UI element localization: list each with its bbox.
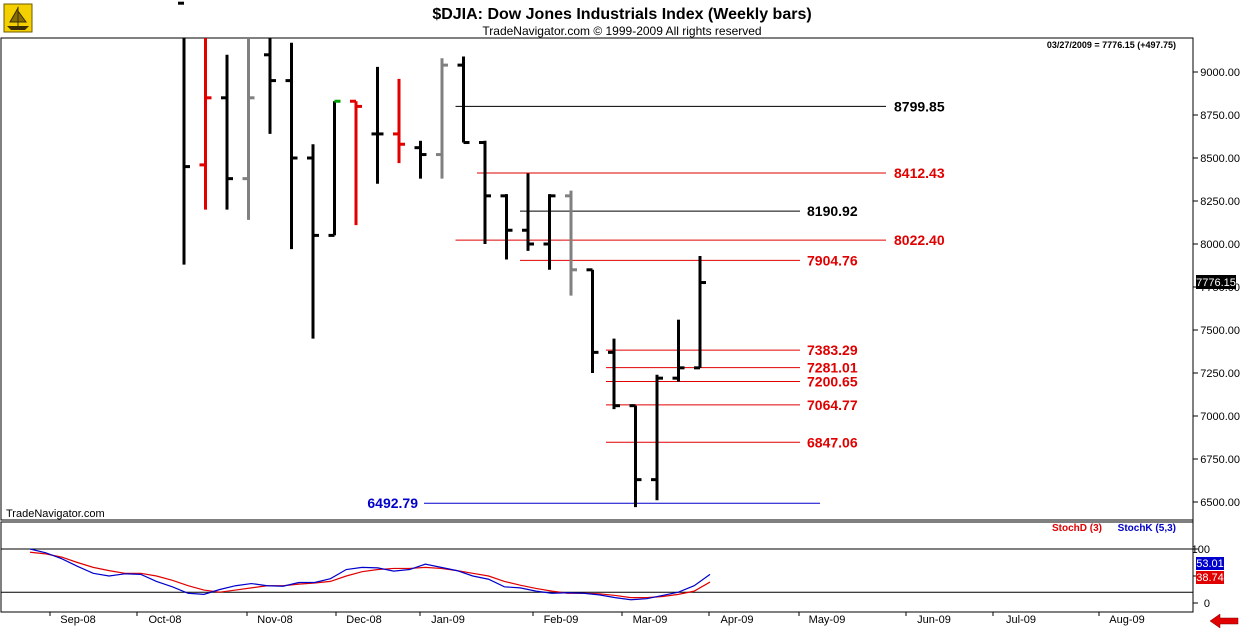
ohlc-bar xyxy=(672,319,685,382)
ohlc-bar xyxy=(178,1,190,265)
stoch-k-line xyxy=(29,548,711,601)
ohlc-bar xyxy=(328,99,341,237)
ohlc-bar xyxy=(608,338,620,410)
price-tick-label: 8250.00 xyxy=(1200,196,1240,208)
ohlc-bar xyxy=(651,374,663,501)
level-label: 7281.01 xyxy=(807,360,858,376)
sailboat-logo-icon xyxy=(3,3,33,33)
price-bars xyxy=(178,1,706,508)
price-tick-label: 8750.00 xyxy=(1200,110,1240,122)
stoch-tick-label: 100 xyxy=(1192,544,1210,556)
ohlc-bar xyxy=(242,38,255,220)
stoch-tick-label: 0 xyxy=(1204,598,1210,610)
ohlc-bar xyxy=(543,194,556,270)
price-tick-label: 7500.00 xyxy=(1200,325,1240,337)
price-tick-label: 6750.00 xyxy=(1200,454,1240,466)
ohlc-bar xyxy=(629,404,642,508)
x-tick-label: Oct-08 xyxy=(148,614,181,626)
price-tick-label: 8500.00 xyxy=(1200,153,1240,165)
x-tick-label: Apr-09 xyxy=(720,614,753,626)
last-bar-info: 03/27/2009 = 7776.15 (+497.75) xyxy=(1047,40,1176,50)
watermark-text: TradeNavigator.com xyxy=(6,508,105,520)
price-tick-label: 8000.00 xyxy=(1200,239,1240,251)
x-tick-label: Nov-08 xyxy=(257,614,292,626)
level-label: 7064.77 xyxy=(807,397,858,413)
ohlc-bar xyxy=(393,78,405,164)
level-label: 8412.43 xyxy=(894,165,945,181)
ohlc-bar xyxy=(522,173,534,251)
stoch-d-line xyxy=(29,551,711,599)
ohlc-bar xyxy=(586,268,599,373)
red-left-arrow-icon[interactable] xyxy=(1209,613,1239,629)
x-tick-label: Mar-09 xyxy=(633,614,668,626)
ohlc-bar xyxy=(414,140,427,179)
ohlc-bar xyxy=(457,56,470,145)
level-label: 8799.85 xyxy=(894,98,945,114)
ohlc-bar xyxy=(565,190,577,296)
stoch-d-value-tag xyxy=(1196,571,1224,584)
ohlc-bar xyxy=(371,66,384,184)
price-tick-label: 7000.00 xyxy=(1200,411,1240,423)
ohlc-bar xyxy=(307,144,319,339)
price-tick-label: 6500.00 xyxy=(1200,497,1240,509)
last-price-label: 7776.15 xyxy=(1196,277,1236,289)
ohlc-bar xyxy=(479,140,491,244)
x-tick-label: Jan-09 xyxy=(431,614,465,626)
level-label: 7200.65 xyxy=(807,373,858,389)
level-label: 7383.29 xyxy=(807,342,858,358)
stoch-k-legend: StochK (5,3) xyxy=(1118,523,1176,534)
stoch-d-value: 38.74 xyxy=(1196,572,1224,584)
price-tick-label: 9000.00 xyxy=(1200,67,1240,79)
x-tick-label: Dec-08 xyxy=(346,614,381,626)
ohlc-bar xyxy=(264,38,276,134)
x-tick-label: Feb-09 xyxy=(544,614,579,626)
x-tick-label: Jun-09 xyxy=(917,614,951,626)
ohlc-bar xyxy=(694,256,706,370)
ohlc-bar xyxy=(350,99,362,226)
level-label: 8022.40 xyxy=(894,232,945,248)
price-tick-label: 7250.00 xyxy=(1200,368,1240,380)
level-label: 6847.06 xyxy=(807,434,858,450)
level-label: 8190.92 xyxy=(807,203,858,219)
level-lines: 8799.85 8412.43 8190.92 8022.40 7904.76 7383.… xyxy=(367,98,944,511)
ohlc-bar xyxy=(285,42,298,250)
x-tick-label: Sep-08 xyxy=(60,614,95,626)
copyright-text: TradeNavigator.com © 1999-2009 All right… xyxy=(482,24,761,38)
ohlc-bar xyxy=(500,194,513,260)
stoch-d-legend: StochD (3) xyxy=(1052,523,1102,534)
ohlc-bar xyxy=(199,38,212,210)
x-tick-label: Aug-09 xyxy=(1109,614,1144,626)
last-price-tag xyxy=(1196,275,1236,289)
chart-title: $DJIA: Dow Jones Industrials Index (Week… xyxy=(432,6,811,23)
stoch-k-value-tag xyxy=(1196,557,1224,570)
x-tick-label: Jul-09 xyxy=(1006,614,1036,626)
ohlc-bar xyxy=(221,54,233,210)
x-tick-label: May-09 xyxy=(809,614,846,626)
level-label: 6492.79 xyxy=(367,495,418,511)
ohlc-bar xyxy=(436,58,448,179)
level-label: 7904.76 xyxy=(807,252,858,268)
stoch-k-value: 53.01 xyxy=(1196,558,1224,570)
x-axis: Sep-08 Oct-08 Nov-08 Dec-08 Jan-09 Feb-09 Mar-… xyxy=(49,612,1145,626)
